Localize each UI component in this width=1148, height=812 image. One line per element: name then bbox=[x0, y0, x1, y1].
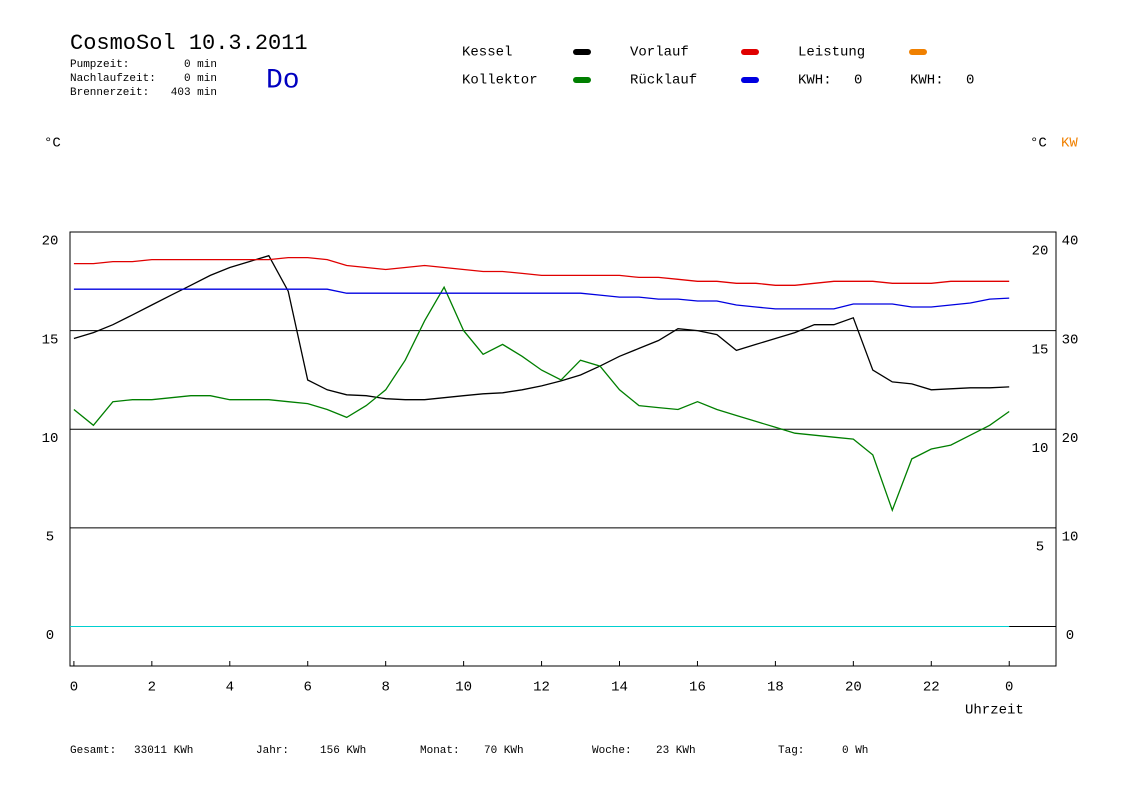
x-tick-label: 8 bbox=[381, 680, 389, 696]
y2-tick-label: 40 bbox=[1062, 234, 1079, 250]
y2-tick-label: 0 bbox=[1066, 628, 1074, 644]
y-right-tick-label: 20 bbox=[1032, 244, 1049, 260]
info-label: Brennerzeit: bbox=[70, 87, 149, 99]
y-tick-label: 5 bbox=[46, 530, 54, 546]
title: CosmoSol 10.3.2011 bbox=[70, 31, 308, 56]
x-tick-label: 4 bbox=[226, 680, 234, 696]
kwh-label: KWH: bbox=[910, 73, 944, 89]
x-tick-label: 14 bbox=[611, 680, 628, 696]
series-line bbox=[73, 285, 1010, 513]
y-right-label: °C bbox=[1030, 136, 1047, 152]
series-line bbox=[73, 288, 1010, 310]
y2-tick-label: 10 bbox=[1062, 530, 1079, 546]
legend-label: Kollektor bbox=[462, 73, 538, 89]
x-label: Uhrzeit bbox=[965, 703, 1024, 719]
x-tick-label: 10 bbox=[455, 680, 472, 696]
footer-value: 33011 KWh bbox=[134, 745, 193, 757]
legend-label: Rücklauf bbox=[630, 73, 697, 89]
footer-value: 0 Wh bbox=[842, 745, 868, 757]
info-value: 403 min bbox=[171, 87, 217, 99]
x-tick-label: 2 bbox=[148, 680, 156, 696]
day: Do bbox=[266, 65, 300, 96]
x-tick-label: 20 bbox=[845, 680, 862, 696]
y-tick-label: 15 bbox=[42, 332, 59, 348]
footer-label: Gesamt: bbox=[70, 745, 116, 757]
kwh-value: 0 bbox=[966, 73, 974, 89]
series-line bbox=[73, 254, 1010, 401]
x-tick-label: 18 bbox=[767, 680, 784, 696]
plot-frame bbox=[69, 231, 1057, 667]
y-tick-label: 20 bbox=[42, 234, 59, 250]
info-value: 0 min bbox=[184, 73, 217, 85]
info-value: 0 min bbox=[184, 59, 217, 71]
x-tick-label: 22 bbox=[923, 680, 940, 696]
y-right-tick-label: 10 bbox=[1032, 441, 1049, 457]
y-tick-label: 10 bbox=[42, 431, 59, 447]
y2-label: KW bbox=[1061, 136, 1078, 152]
y-tick-label: 0 bbox=[46, 628, 54, 644]
footer-label: Woche: bbox=[592, 745, 632, 757]
y2-tick-label: 30 bbox=[1062, 332, 1079, 348]
info-label: Pumpzeit: bbox=[70, 59, 129, 71]
footer-label: Tag: bbox=[778, 745, 804, 757]
kwh-label: KWH: bbox=[798, 73, 832, 89]
series-line bbox=[73, 256, 1010, 286]
legend-label: Kessel bbox=[462, 45, 512, 61]
y-right-tick-label: 15 bbox=[1032, 342, 1049, 358]
legend-label: Leistung bbox=[798, 45, 865, 61]
x-tick-label: 0 bbox=[70, 680, 78, 696]
footer-value: 156 KWh bbox=[320, 745, 366, 757]
footer-label: Monat: bbox=[420, 745, 460, 757]
footer-value: 70 KWh bbox=[484, 745, 524, 757]
x-tick-label: 12 bbox=[533, 680, 550, 696]
info-label: Nachlaufzeit: bbox=[70, 73, 156, 85]
legend-label: Vorlauf bbox=[630, 45, 689, 61]
y-right-tick-label: 5 bbox=[1036, 540, 1044, 556]
y-label: °C bbox=[44, 136, 61, 152]
x-tick-label: 0 bbox=[1005, 680, 1013, 696]
footer-value: 23 KWh bbox=[656, 745, 696, 757]
y2-tick-label: 20 bbox=[1062, 431, 1079, 447]
x-tick-label: 6 bbox=[304, 680, 312, 696]
footer-label: Jahr: bbox=[256, 745, 289, 757]
x-tick-label: 16 bbox=[689, 680, 706, 696]
kwh-value: 0 bbox=[854, 73, 862, 89]
